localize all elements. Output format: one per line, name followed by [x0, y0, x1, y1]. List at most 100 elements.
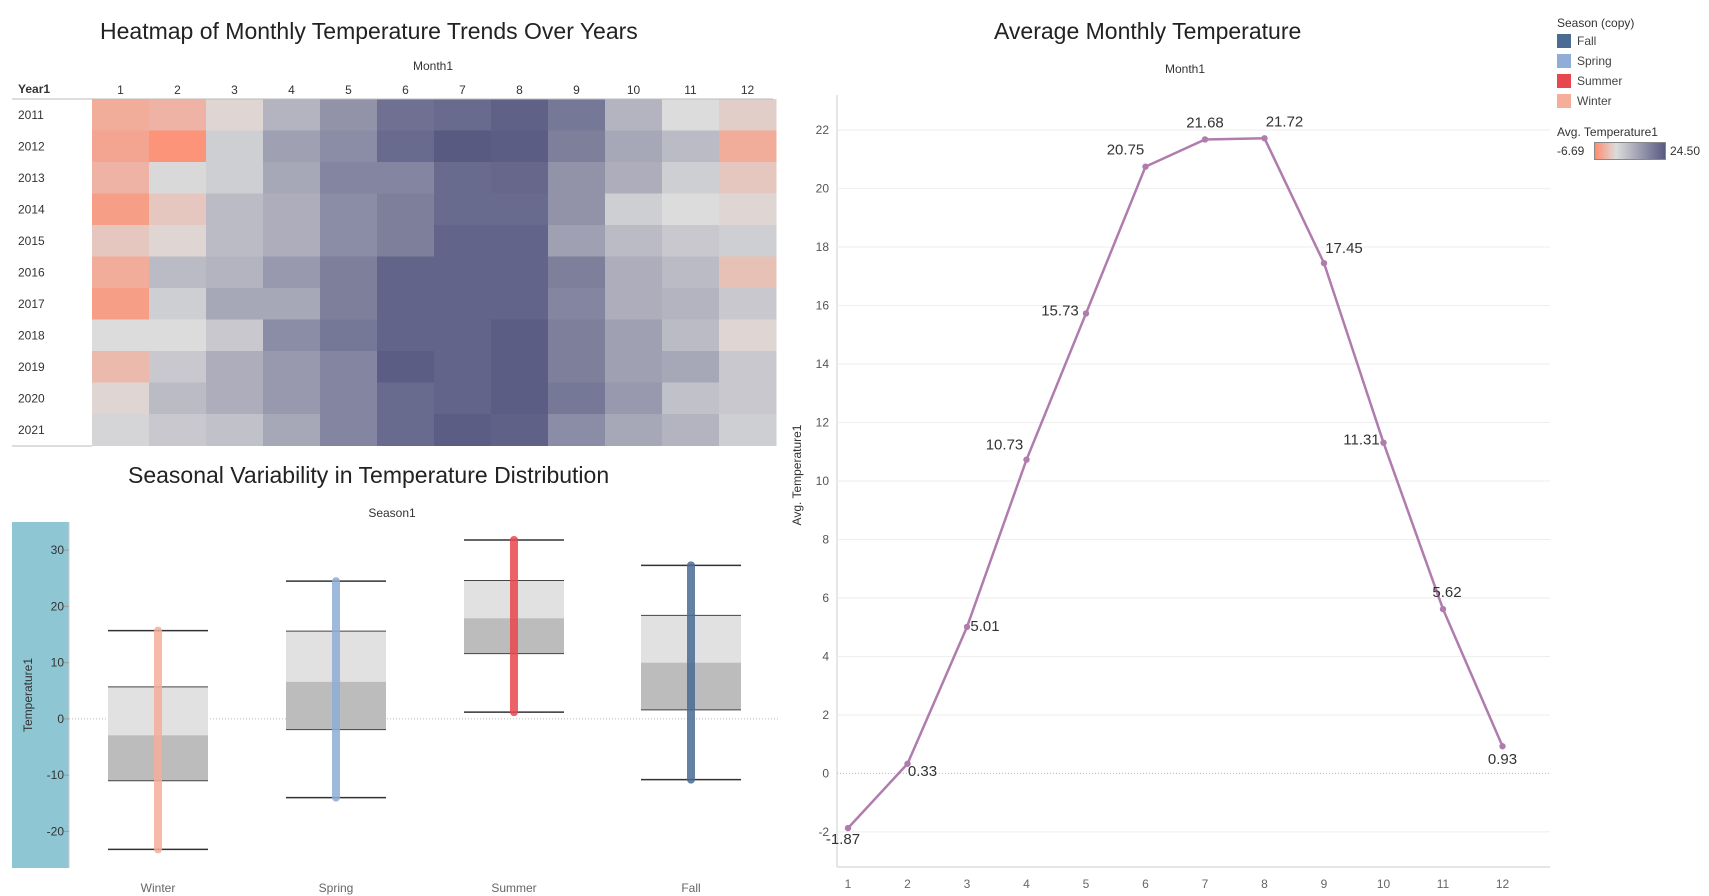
avg-temp-point	[1439, 605, 1447, 613]
linechart-xtick: 10	[1377, 877, 1391, 891]
avg-temp-data-label: 5.62	[1432, 584, 1461, 601]
heatmap-cell	[377, 162, 435, 194]
heatmap-cell	[149, 351, 207, 383]
heatmap-cell	[149, 256, 207, 289]
boxplot-ytick: 30	[51, 543, 65, 557]
avg-temp-point	[904, 760, 911, 767]
avg-temp-data-label: 21.72	[1266, 113, 1304, 130]
heatmap-cell	[491, 288, 549, 320]
heatmap-year-label: 2019	[18, 360, 45, 374]
heatmap-cell	[92, 193, 150, 226]
heatmap-cell	[548, 319, 606, 352]
boxplot-col-header: Season1	[368, 506, 416, 520]
season-legend-item[interactable]: Fall	[1557, 34, 1596, 48]
heatmap-col-header: Month1	[413, 59, 453, 73]
heatmap-cell	[263, 193, 321, 226]
heatmap-cell	[377, 130, 435, 163]
heatmap-cell	[491, 351, 549, 383]
heatmap-cell	[377, 225, 435, 257]
heatmap-cell	[377, 414, 435, 446]
heatmap-cell	[662, 319, 720, 352]
linechart-xtick: 5	[1083, 877, 1090, 891]
linechart-xtick: 4	[1023, 877, 1030, 891]
avg-temp-line	[847, 137, 1504, 829]
heatmap-cell	[434, 99, 492, 131]
heatmap-cell	[320, 193, 378, 226]
heatmap-cell	[320, 414, 378, 446]
heatmap-cell	[92, 99, 150, 131]
heatmap-cell	[92, 130, 150, 163]
heatmap-cell	[377, 351, 435, 383]
heatmap-cell	[548, 382, 606, 415]
season-legend-item[interactable]: Summer	[1557, 74, 1622, 88]
boxplot-ytick: 0	[57, 712, 64, 726]
linechart-ytick: 6	[822, 591, 829, 605]
heatmap-cell	[662, 288, 720, 320]
heatmap-cell	[605, 414, 663, 446]
boxplot-chart: Season1 Temperature1 -20 -10 0 10 20 30 Winte…	[12, 506, 780, 895]
avg-temp-point	[1023, 456, 1030, 463]
boxplot-category-label: Spring	[319, 881, 354, 895]
heatmap-cell	[263, 130, 321, 163]
heatmap-cell	[434, 351, 492, 383]
legend-label: Winter	[1577, 94, 1612, 108]
heatmap-cell	[149, 162, 207, 194]
linechart-ytick: 12	[816, 416, 830, 430]
avg-temp-point	[963, 623, 971, 631]
heatmap-cell	[662, 256, 720, 289]
temp-legend-max: 24.50	[1670, 144, 1701, 158]
legend-swatch	[1557, 74, 1571, 88]
heatmap-cell	[377, 193, 435, 226]
y-axis-band	[12, 522, 69, 868]
heatmap-year-label: 2021	[18, 423, 45, 437]
heatmap-cell	[719, 382, 777, 415]
heatmap-cell	[263, 382, 321, 415]
avg-temp-point	[1499, 743, 1506, 750]
heatmap-cell	[605, 382, 663, 415]
heatmap-cell	[719, 288, 777, 320]
heatmap-cell	[548, 256, 606, 289]
avg-temp-data-label: 5.01	[970, 618, 999, 635]
heatmap-cell	[320, 225, 378, 257]
heatmap-cell	[92, 382, 150, 415]
heatmap-cell	[491, 382, 549, 415]
heatmap-cell	[662, 414, 720, 446]
heatmap-cell	[320, 256, 378, 289]
heatmap-cell	[377, 319, 435, 352]
heatmap-year-label: 2011	[18, 108, 44, 122]
heatmap-year-label: 2013	[18, 171, 45, 185]
avg-temp-point	[1082, 310, 1090, 317]
linechart-ytick: 20	[816, 182, 830, 196]
temp-legend-title: Avg. Temperature1	[1557, 125, 1658, 139]
heatmap-cell	[605, 351, 663, 383]
heatmap-cell	[206, 99, 264, 131]
season-legend-item[interactable]: Winter	[1557, 94, 1612, 108]
heatmap-cell	[206, 351, 264, 383]
heatmap-cell	[491, 99, 549, 131]
heatmap-cell	[377, 99, 435, 131]
heatmap-year-label: 2020	[18, 391, 45, 405]
heatmap-cell	[434, 414, 492, 446]
avg-temp-data-label: 10.73	[986, 437, 1024, 454]
avg-temp-point	[1142, 163, 1149, 170]
heatmap-cell	[377, 382, 435, 415]
heatmap-cell	[434, 130, 492, 163]
season-legend-item[interactable]: Spring	[1557, 54, 1612, 68]
heatmap-cell	[206, 288, 264, 320]
linechart-ytick: 14	[816, 357, 830, 371]
heatmap-year-label: 2016	[18, 265, 45, 279]
linechart-title: Average Monthly Temperature	[994, 18, 1302, 44]
heatmap-cell	[377, 256, 435, 289]
heatmap-cell	[548, 288, 606, 320]
linechart-xtick: 6	[1142, 877, 1149, 891]
avg-temp-data-label: 11.31	[1343, 432, 1379, 449]
heatmap-cell	[491, 319, 549, 352]
heatmap-cell	[206, 162, 264, 194]
heatmap-cell	[149, 99, 207, 131]
heatmap-cell	[491, 193, 549, 226]
heatmap-cell	[320, 288, 378, 320]
linechart-ytick: 2	[822, 708, 829, 722]
heatmap-cell	[719, 256, 777, 289]
temp-legend-min: -6.69	[1557, 144, 1585, 158]
heatmap-cell	[263, 162, 321, 194]
